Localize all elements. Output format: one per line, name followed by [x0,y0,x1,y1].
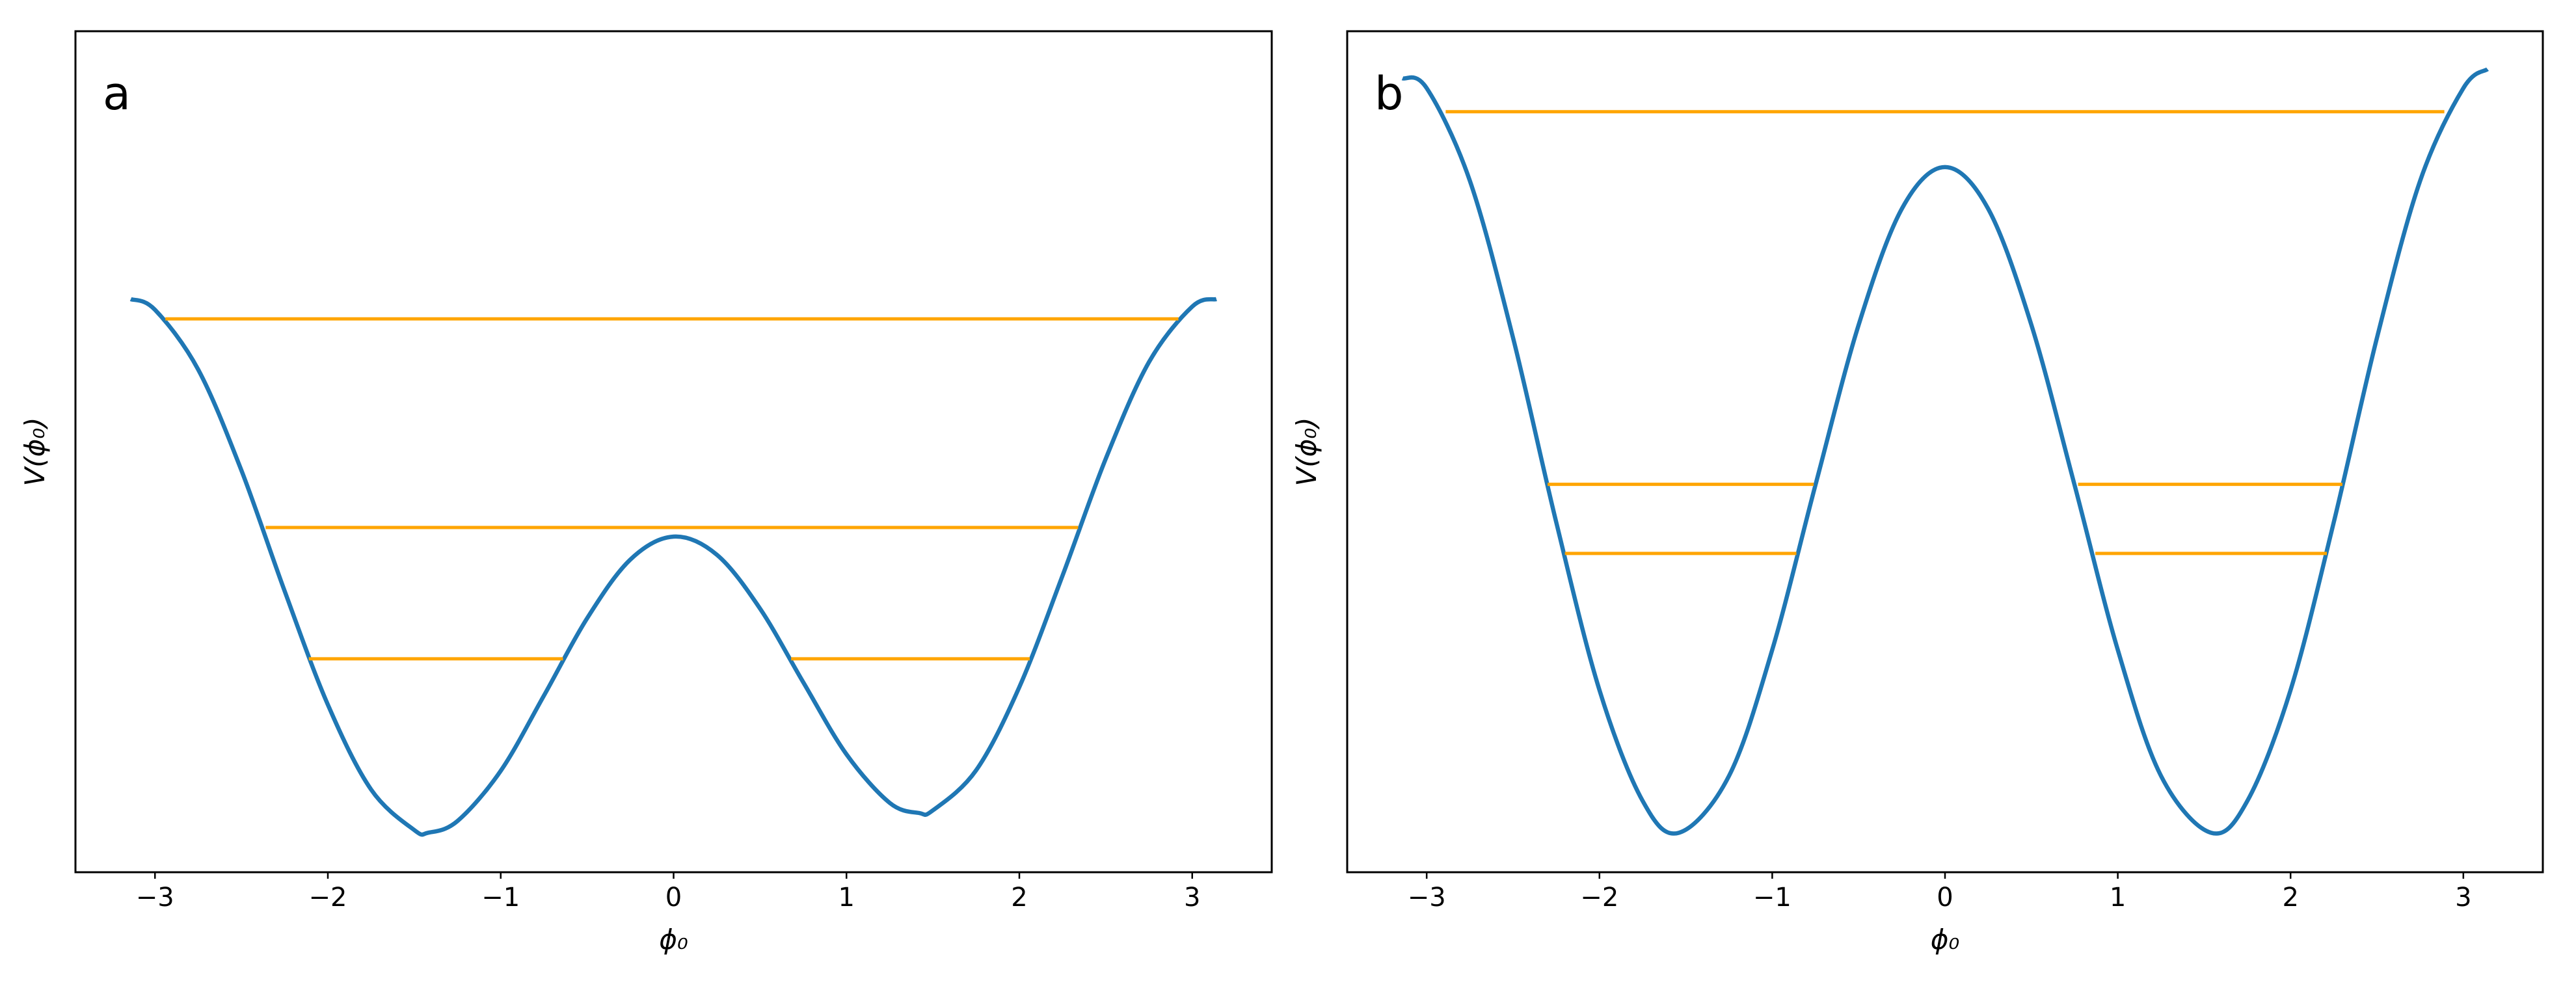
x-tick-label: −2 [309,883,347,913]
curve [1401,67,2489,836]
panel-label: a [103,67,131,120]
x-tick-label: −1 [1753,883,1791,913]
x-tick-label: 0 [1937,883,1953,913]
x-tick-label: 1 [2110,883,2126,913]
plot-area [129,297,1217,837]
x-tick-label: 1 [839,883,855,913]
plot-area [1401,67,2489,836]
x-tick-label: 3 [1184,883,1200,913]
y-axis-label: V(ϕ₀) [19,417,51,486]
frame [74,30,1273,874]
curve [129,297,1217,837]
panel: −3 −2 −1 0 1 2 3 ϕ₀ V(ϕ₀) a [19,30,1273,955]
panel: −3 −2 −1 0 1 2 3 ϕ₀ V(ϕ₀) b [1291,30,2544,955]
x-tick-label: −2 [1580,883,1618,913]
frame [1346,30,2544,874]
x-tick-label: 0 [665,883,682,913]
x-axis-label: ϕ₀ [659,924,688,955]
x-tick-label: 3 [2455,883,2471,913]
x-tick-label: −3 [1408,883,1446,913]
x-tick-label: −3 [136,883,174,913]
x-tick-label: 2 [2282,883,2298,913]
x-tick-label: −1 [481,883,520,913]
x-tick-label: 2 [1011,883,1027,913]
x-axis-label: ϕ₀ [1931,924,1960,955]
panel-label: b [1375,67,1403,120]
y-axis-label: V(ϕ₀) [1291,417,1322,486]
